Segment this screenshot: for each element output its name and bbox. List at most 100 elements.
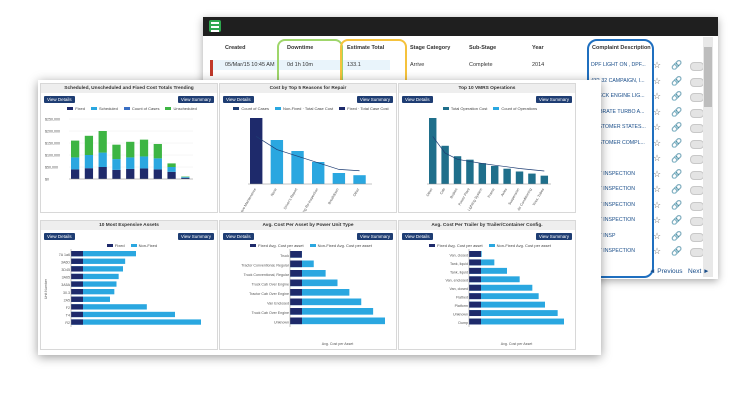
next-link[interactable]: Next ►: [687, 268, 710, 275]
star-icon[interactable]: ☆: [653, 153, 662, 163]
chart-svg: Truck Tractor Conventional, Regular Truck …: [241, 249, 385, 346]
view-summary-button[interactable]: View Summary: [177, 233, 214, 240]
col-stage[interactable]: Stage Category: [410, 45, 451, 51]
star-icon[interactable]: ☆: [653, 246, 662, 256]
scrollbar-thumb[interactable]: [704, 47, 712, 107]
complaint-item[interactable]: CHECK ENGINE LIG...: [591, 93, 645, 99]
col-estimate[interactable]: Estimate Total: [347, 45, 385, 51]
col-downtime[interactable]: Downtime: [287, 45, 314, 51]
toggle-switch[interactable]: [690, 77, 704, 87]
legend-swatch: [493, 107, 500, 111]
link-icon[interactable]: 🔗: [671, 184, 683, 194]
complaint-item[interactable]: DOT INSPECTION: [591, 217, 636, 223]
legend-label: Count of Cases: [241, 106, 269, 111]
toggle-switch[interactable]: [690, 93, 704, 102]
view-summary-button[interactable]: View Summary: [356, 233, 393, 240]
toggle-switch[interactable]: [690, 248, 704, 257]
bar: [98, 131, 107, 153]
complaint-item[interactable]: DOT INSP: [591, 232, 616, 239]
link-icon[interactable]: 🔗: [671, 106, 683, 117]
star-icon[interactable]: ☆: [653, 75, 662, 86]
complaint-item[interactable]: DOT INSPECTION: [591, 170, 636, 177]
star-icon[interactable]: ☆: [653, 168, 662, 179]
view-summary-button[interactable]: View Summary: [177, 96, 214, 103]
bar: [469, 267, 507, 274]
view-details-button[interactable]: View Details: [223, 96, 254, 103]
col-created[interactable]: Created: [225, 45, 246, 51]
bar: [540, 175, 549, 184]
legend-label: Fixed: [75, 106, 85, 111]
link-icon[interactable]: 🔗: [671, 91, 683, 101]
star-icon[interactable]: ☆: [653, 122, 662, 132]
category-label: Flatbed: [456, 296, 468, 300]
toggle-switch[interactable]: [690, 124, 704, 133]
col-complaint[interactable]: Complaint Description: [592, 45, 651, 51]
complaint-item[interactable]: DPF LIGHT ON , DPF...: [591, 62, 646, 68]
view-details-button[interactable]: View Details: [44, 96, 75, 103]
star-icon[interactable]: ☆: [653, 199, 662, 210]
link-icon[interactable]: 🔗: [671, 60, 683, 70]
bar: [528, 173, 536, 184]
legend-label: Total Operation Cost: [450, 106, 488, 111]
previous-link[interactable]: ◄ Previous: [649, 268, 683, 275]
toggle-switch[interactable]: [690, 201, 704, 211]
link-icon[interactable]: 🔗: [671, 199, 683, 210]
view-summary-button[interactable]: View Summary: [535, 233, 572, 240]
link-icon[interactable]: 🔗: [671, 153, 683, 163]
scrollbar[interactable]: [703, 37, 713, 277]
complaint-item[interactable]: DOT INSPECTION: [591, 186, 636, 192]
toggle-switch[interactable]: [690, 232, 704, 242]
bar: [84, 135, 94, 155]
view-summary-button[interactable]: View Summary: [356, 96, 393, 103]
star-icon[interactable]: ☆: [653, 60, 662, 70]
star-icon[interactable]: ☆: [653, 91, 662, 101]
toggle-switch[interactable]: [690, 186, 704, 195]
toggle-switch[interactable]: [690, 170, 704, 180]
toggle-switch[interactable]: [690, 155, 704, 164]
star-icon[interactable]: ☆: [653, 215, 662, 225]
complaint-item[interactable]: DOT INSPECTION: [591, 248, 636, 254]
toggle-switch[interactable]: [690, 217, 704, 226]
view-details-button[interactable]: View Details: [223, 233, 254, 240]
toggle-switch[interactable]: [690, 139, 704, 149]
complaint-item[interactable]: 432-32 CAMPAIGN, I...: [591, 77, 645, 84]
toggle-switch[interactable]: [690, 108, 704, 118]
star-icon[interactable]: ☆: [653, 137, 662, 148]
view-details-button[interactable]: View Details: [402, 96, 433, 103]
star-icon[interactable]: ☆: [653, 184, 662, 194]
legend-swatch: [165, 107, 172, 111]
link-icon[interactable]: 🔗: [671, 215, 683, 225]
view-summary-button[interactable]: View Summary: [535, 96, 572, 103]
link-icon[interactable]: 🔗: [671, 230, 683, 241]
category-label: Preventive Maintenance: [234, 188, 257, 213]
link-icon[interactable]: 🔗: [671, 122, 683, 132]
bar: [469, 276, 520, 283]
bar: [167, 167, 176, 172]
link-icon[interactable]: 🔗: [671, 75, 683, 86]
complaint-item[interactable]: CUSTOMER COMPL...: [591, 139, 645, 146]
cell-created: 05/Mar/15 10:45 AM: [225, 62, 275, 68]
link-icon[interactable]: 🔗: [671, 168, 683, 179]
link-icon[interactable]: 🔗: [671, 246, 683, 256]
view-details-button[interactable]: View Details: [44, 233, 75, 240]
bar: [126, 157, 135, 169]
complaint-item[interactable]: CLIBRATE TURBO A...: [591, 108, 645, 115]
category-label: Van Enclosed: [267, 302, 289, 306]
link-icon[interactable]: 🔗: [671, 137, 683, 148]
col-year[interactable]: Year: [532, 45, 544, 51]
view-details-button[interactable]: View Details: [402, 233, 433, 240]
bar-fixed: [290, 308, 302, 315]
menu-icon[interactable]: [209, 20, 221, 32]
toggle-switch[interactable]: [690, 62, 704, 71]
star-icon[interactable]: ☆: [653, 106, 662, 117]
complaint-item[interactable]: CUSTOMER STATES...: [591, 124, 646, 130]
bar: [312, 162, 325, 184]
bar-fixed: [469, 251, 481, 257]
chart-svg: Preventive Maintenance None Driver's Repor…: [234, 118, 372, 213]
bar: [478, 163, 487, 184]
complaint-item[interactable]: DOT INSPECTION: [591, 201, 636, 208]
bar: [71, 258, 126, 264]
bar-fixed: [290, 260, 302, 268]
col-substage[interactable]: Sub-Stage: [469, 45, 497, 51]
star-icon[interactable]: ☆: [653, 230, 662, 241]
